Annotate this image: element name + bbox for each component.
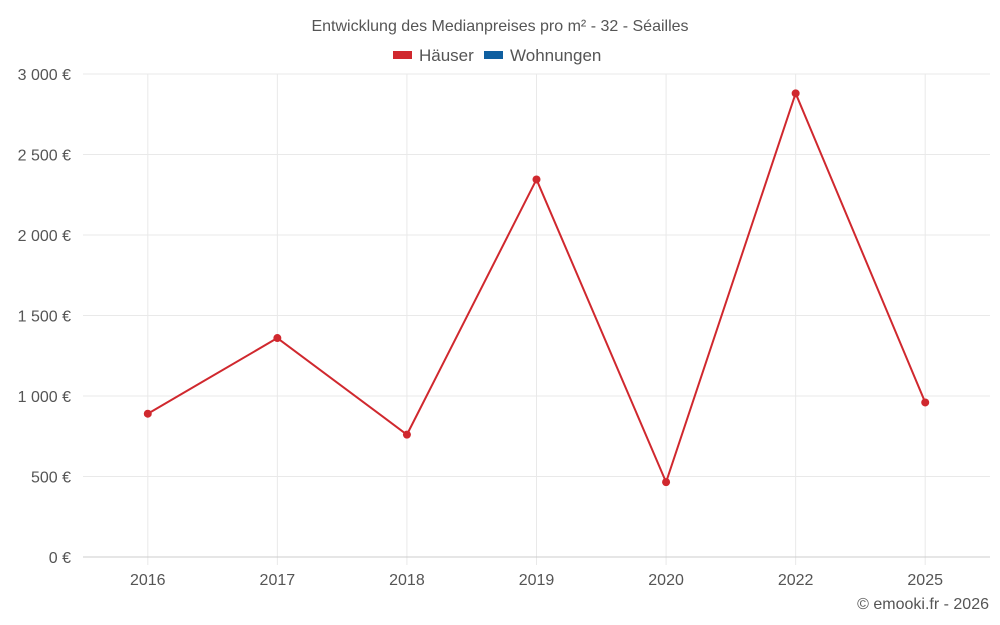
y-tick-label: 1 000 € (18, 389, 71, 406)
data-point[interactable] (662, 478, 671, 487)
x-tick-label: 2022 (778, 572, 814, 589)
y-tick-label: 3 000 € (18, 67, 71, 84)
x-tick-label: 2020 (648, 572, 684, 589)
y-tick-label: 2 500 € (18, 148, 71, 165)
y-tick-label: 0 € (49, 550, 71, 567)
legend-label-haeuser: Häuser (419, 46, 474, 65)
x-tick-label: 2017 (260, 572, 296, 589)
data-point[interactable] (791, 89, 800, 98)
y-tick-label: 2 000 € (18, 228, 71, 245)
x-gridlines (147, 74, 926, 565)
data-point[interactable] (402, 430, 411, 439)
data-point[interactable] (143, 409, 152, 418)
chart-title: Entwicklung des Medianpreises pro m² - 3… (311, 18, 688, 35)
y-axis-labels: 0 € 500 € 1 000 € 1 500 € 2 000 € 2 500 € 3 00… (18, 67, 71, 567)
data-point[interactable] (532, 175, 541, 184)
legend: Häuser Wohnungen (393, 46, 601, 65)
legend-swatch-wohnungen (484, 51, 503, 59)
x-tick-label: 2019 (519, 572, 555, 589)
data-point[interactable] (273, 334, 282, 343)
y-tick-label: 1 500 € (18, 309, 71, 326)
legend-item-wohnungen[interactable]: Wohnungen (484, 46, 601, 65)
legend-item-haeuser[interactable]: Häuser (393, 46, 474, 65)
y-tick-label: 500 € (31, 470, 71, 487)
x-tick-label: 2018 (389, 572, 425, 589)
legend-swatch-haeuser (393, 51, 412, 59)
x-tick-label: 2016 (130, 572, 166, 589)
series-points (143, 89, 930, 487)
x-tick-label: 2025 (907, 572, 943, 589)
data-point[interactable] (921, 398, 930, 407)
legend-label-wohnungen: Wohnungen (510, 46, 601, 65)
copyright-footer: © emooki.fr - 2026 (857, 596, 989, 613)
x-axis-labels: 2016 2017 2018 2019 2020 2022 2025 (130, 572, 943, 589)
